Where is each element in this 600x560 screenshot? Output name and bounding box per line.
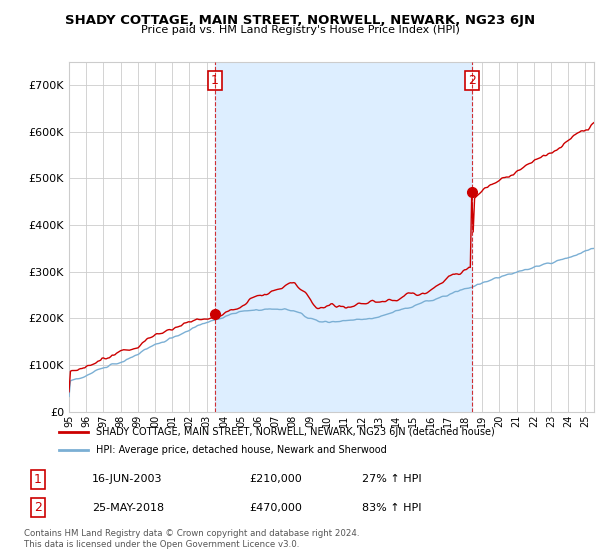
Text: 2: 2 [34, 501, 42, 514]
Text: 1: 1 [34, 473, 42, 486]
Text: SHADY COTTAGE, MAIN STREET, NORWELL, NEWARK, NG23 6JN (detached house): SHADY COTTAGE, MAIN STREET, NORWELL, NEW… [95, 427, 494, 437]
Text: 1: 1 [211, 74, 218, 87]
Text: £470,000: £470,000 [250, 502, 302, 512]
Bar [215, 62, 472, 412]
Text: HPI: Average price, detached house, Newark and Sherwood: HPI: Average price, detached house, Newa… [95, 445, 386, 455]
Text: £210,000: £210,000 [250, 474, 302, 484]
Text: 83% ↑ HPI: 83% ↑ HPI [362, 502, 422, 512]
Text: 25-MAY-2018: 25-MAY-2018 [92, 502, 164, 512]
Text: 27% ↑ HPI: 27% ↑ HPI [362, 474, 422, 484]
Text: Price paid vs. HM Land Registry's House Price Index (HPI): Price paid vs. HM Land Registry's House … [140, 25, 460, 35]
Text: SHADY COTTAGE, MAIN STREET, NORWELL, NEWARK, NG23 6JN: SHADY COTTAGE, MAIN STREET, NORWELL, NEW… [65, 14, 535, 27]
Text: 2: 2 [468, 74, 476, 87]
Text: 16-JUN-2003: 16-JUN-2003 [92, 474, 162, 484]
Text: Contains HM Land Registry data © Crown copyright and database right 2024.
This d: Contains HM Land Registry data © Crown c… [24, 529, 359, 549]
